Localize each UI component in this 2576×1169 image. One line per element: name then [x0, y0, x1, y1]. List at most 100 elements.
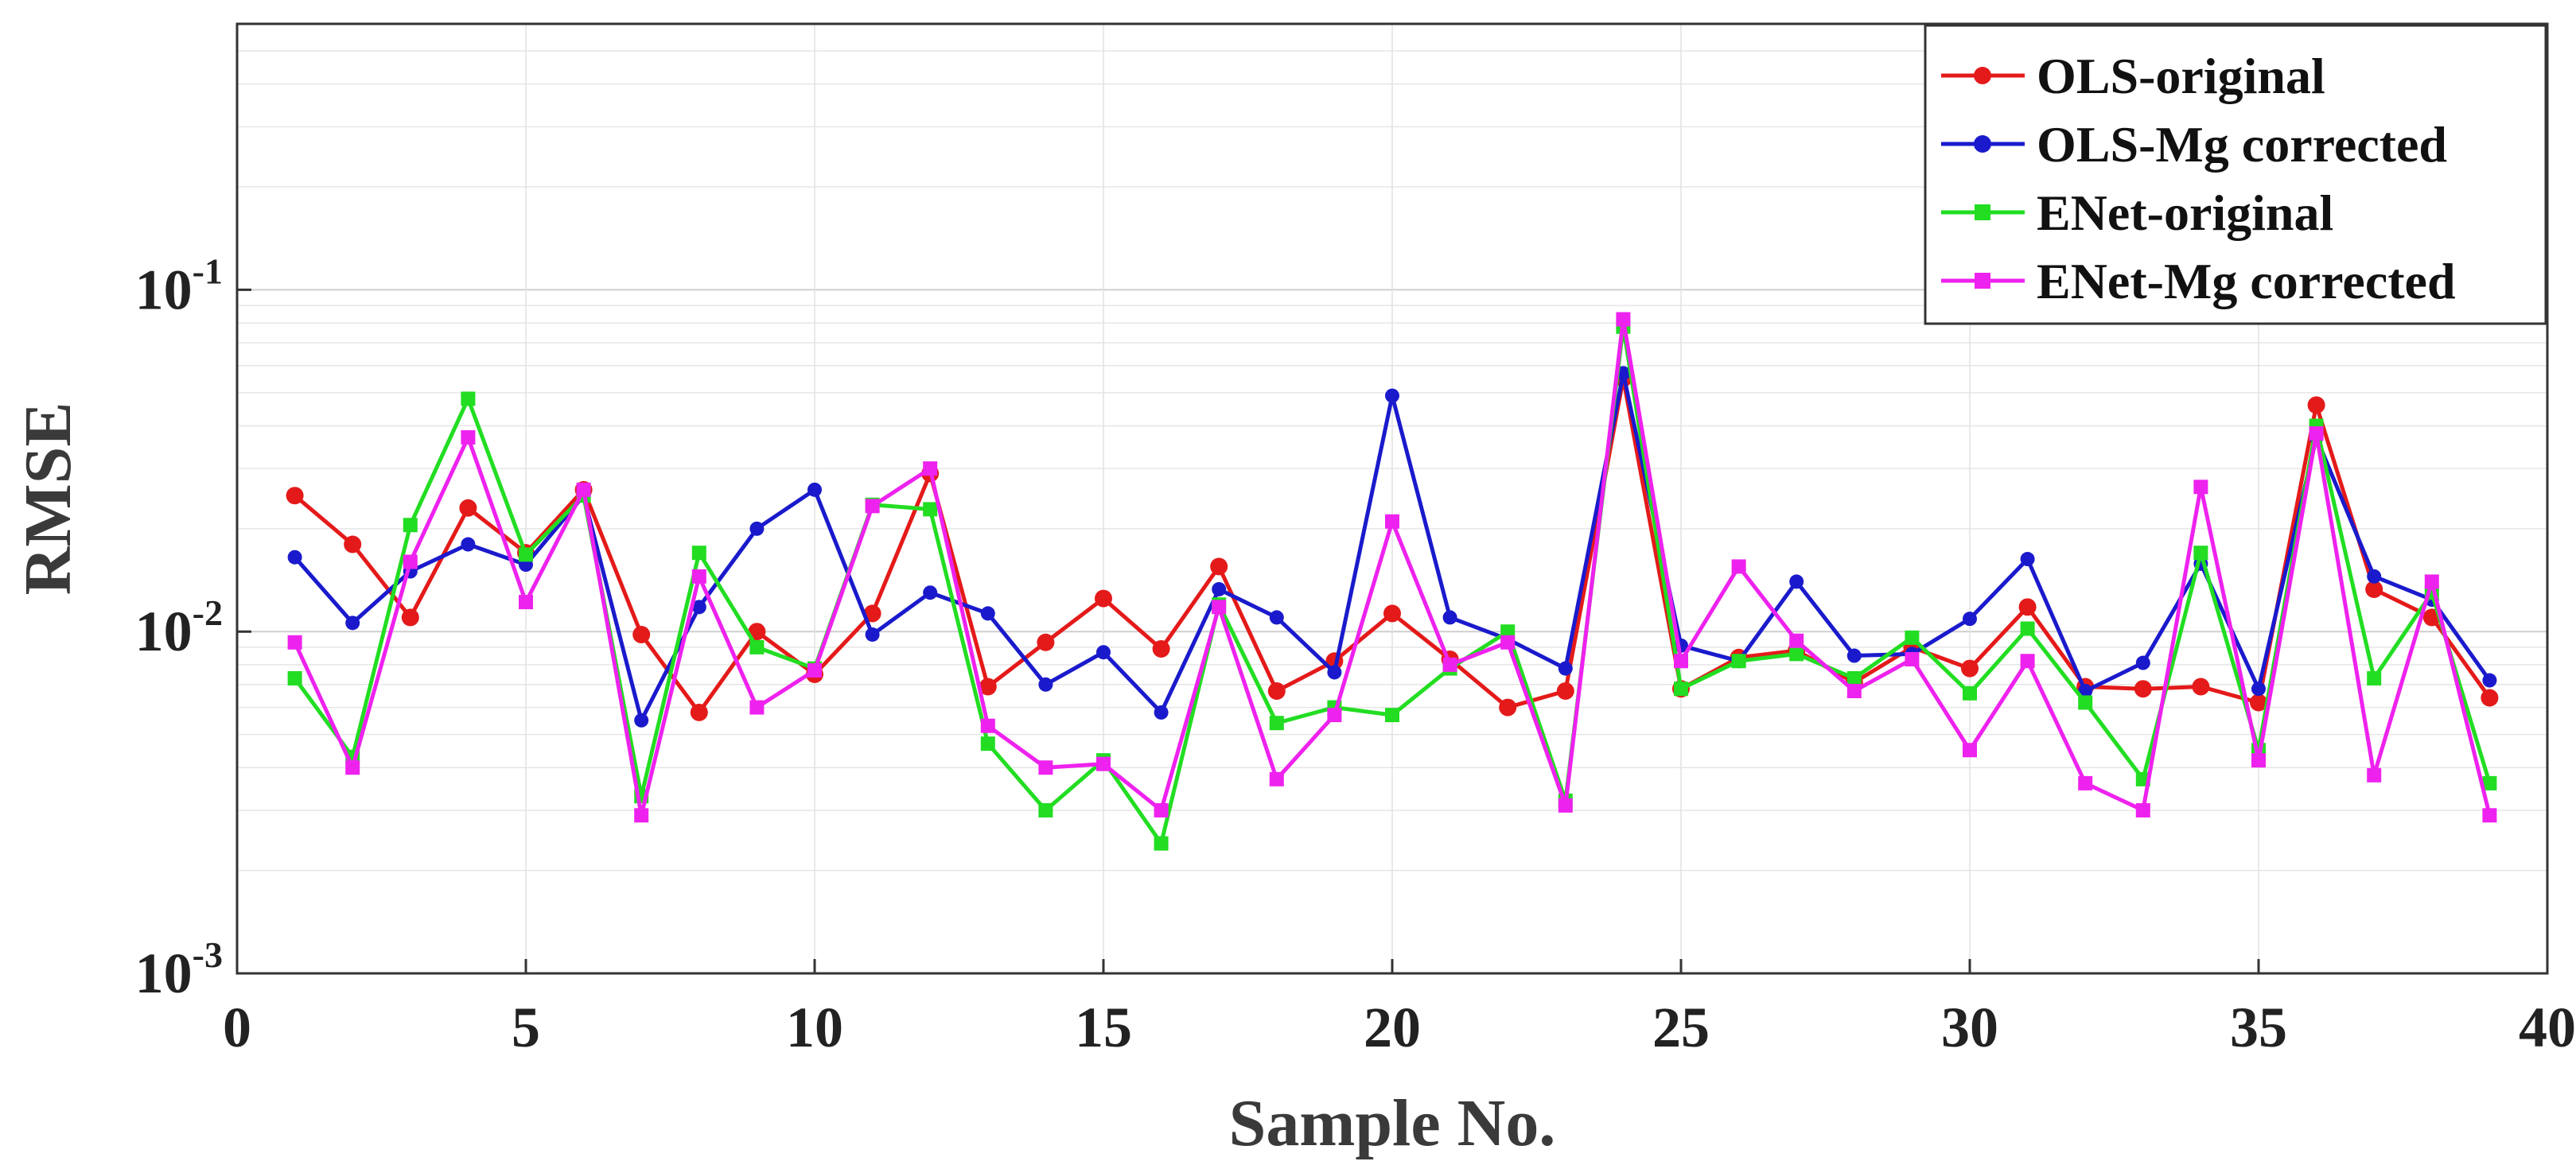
- legend-entry: ENet-original: [1941, 184, 2333, 241]
- data-point: [748, 623, 766, 641]
- data-point: [1096, 756, 1111, 771]
- data-point: [980, 718, 995, 733]
- data-point: [749, 700, 765, 715]
- data-point: [2307, 396, 2325, 414]
- data-point: [1556, 682, 1574, 700]
- data-point: [2482, 775, 2497, 790]
- data-point: [1499, 698, 1517, 717]
- data-point: [1442, 657, 1457, 672]
- y-axis-ticks: 10-3 10-2 10-1: [135, 250, 251, 1005]
- data-point: [2135, 802, 2150, 818]
- data-point: [1789, 574, 1804, 589]
- data-point: [1383, 604, 1401, 623]
- x-tick-label: 15: [1075, 996, 1132, 1059]
- data-point: [1674, 682, 1688, 697]
- data-point: [461, 430, 476, 445]
- data-point: [865, 499, 880, 514]
- data-point: [2251, 753, 2266, 768]
- x-tick-label: 35: [2230, 996, 2287, 1059]
- legend-label: OLS-Mg corrected: [2037, 116, 2447, 173]
- data-point: [749, 639, 765, 654]
- data-point: [691, 600, 706, 615]
- data-point: [2367, 569, 2382, 584]
- x-tick-label: 0: [223, 996, 251, 1059]
- data-point: [1616, 312, 1631, 327]
- data-point: [403, 554, 418, 569]
- data-point: [287, 550, 302, 565]
- data-point: [1846, 670, 1862, 685]
- data-point: [2482, 808, 2497, 823]
- y-tick-label: 10-2: [135, 592, 223, 663]
- data-point: [923, 461, 938, 476]
- data-point: [1269, 771, 1284, 786]
- data-point: [1963, 612, 1977, 627]
- series-ols-mg-corrected: [287, 366, 2497, 728]
- data-point: [2365, 580, 2383, 598]
- data-point: [1327, 665, 1342, 680]
- data-point: [807, 482, 822, 497]
- data-point: [461, 537, 476, 552]
- data-point: [286, 487, 304, 505]
- data-point: [1731, 654, 1746, 669]
- data-point: [401, 608, 419, 627]
- data-point: [690, 703, 708, 721]
- legend-marker: [1975, 273, 1990, 289]
- legend-entry: OLS-Mg corrected: [1941, 116, 2447, 173]
- data-point: [1152, 639, 1170, 658]
- data-point: [1269, 716, 1284, 731]
- data-point: [459, 499, 477, 517]
- data-point: [1154, 836, 1169, 851]
- data-point: [1212, 600, 1227, 615]
- data-point: [1038, 760, 1053, 775]
- legend-box: [1924, 24, 2547, 325]
- data-point: [2367, 670, 2382, 685]
- data-point: [2020, 552, 2035, 567]
- data-point: [2193, 480, 2208, 495]
- data-point: [691, 569, 706, 584]
- data-point: [1558, 661, 1573, 676]
- x-axis-title: Sample No.: [1229, 1086, 1556, 1160]
- data-point: [1905, 630, 1920, 645]
- data-point: [634, 713, 649, 728]
- x-tick-label: 20: [1364, 996, 1421, 1059]
- data-point: [1327, 708, 1342, 723]
- data-point: [345, 616, 360, 631]
- data-point: [2367, 767, 2382, 783]
- legend-label: OLS-original: [2037, 48, 2325, 104]
- y-tick-label: 10-1: [135, 250, 223, 321]
- x-axis-ticks: 0 5 10 15 20 25 30 35 40: [223, 959, 2576, 1059]
- data-point: [1038, 802, 1053, 818]
- data-point: [979, 678, 997, 696]
- data-point: [2078, 775, 2093, 790]
- data-point: [519, 547, 533, 562]
- data-point: [980, 606, 995, 621]
- legend-entry: ENet-Mg corrected: [1941, 253, 2456, 309]
- data-point: [923, 502, 938, 517]
- data-point: [1674, 654, 1688, 669]
- data-point: [1385, 388, 1399, 403]
- data-point: [1267, 682, 1286, 700]
- data-point: [1095, 589, 1112, 608]
- data-point: [287, 670, 302, 685]
- data-point: [2078, 695, 2093, 710]
- data-point: [2020, 654, 2035, 669]
- data-point: [576, 482, 591, 497]
- data-point: [1789, 647, 1804, 662]
- x-tick-label: 30: [1941, 996, 1998, 1059]
- data-point: [1269, 610, 1284, 625]
- data-point: [1905, 651, 1920, 666]
- data-point: [1038, 677, 1053, 692]
- data-point: [1846, 648, 1862, 663]
- data-point: [632, 625, 651, 643]
- data-point: [1789, 633, 1804, 648]
- data-point: [807, 663, 822, 678]
- x-tick-label: 5: [512, 996, 540, 1059]
- data-point: [519, 595, 533, 610]
- legend-marker: [1974, 135, 1991, 153]
- series-enet-mg-corrected: [287, 312, 2497, 823]
- legend-label: ENet-original: [2037, 184, 2333, 241]
- data-point: [2250, 693, 2267, 712]
- series-layer: [286, 312, 2499, 851]
- data-point: [1558, 798, 1573, 813]
